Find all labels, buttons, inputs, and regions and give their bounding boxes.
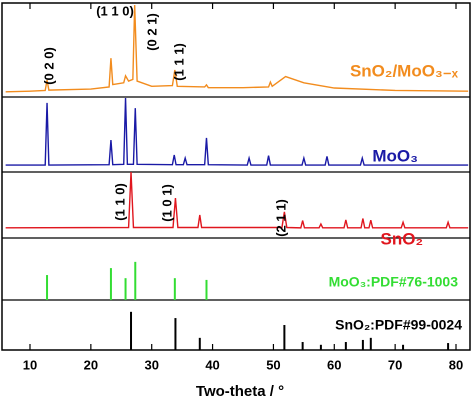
miller-index: (1 0 1) (159, 184, 174, 222)
series-label: MoO₃ (372, 146, 418, 165)
x-tick-label: 70 (388, 357, 402, 372)
x-tick-label: 60 (327, 357, 341, 372)
series-label: SnO₂/MoO₃₋ₓ (350, 61, 459, 80)
x-tick-label: 40 (205, 357, 219, 372)
miller-index: (0 2 1) (144, 13, 159, 51)
x-tick-label: 20 (84, 357, 98, 372)
miller-index: (0 2 0) (41, 47, 56, 85)
x-tick-label: 80 (449, 357, 463, 372)
xrd-pattern (5, 5, 469, 93)
x-axis-title: Two-theta / ° (196, 383, 284, 400)
plot-frame (1, 2, 471, 351)
reference-label: MoO₃:PDF#76-1003 (329, 274, 459, 290)
miller-index: (2 1 1) (273, 199, 288, 237)
miller-index: (1 1 1) (171, 43, 186, 81)
reference-label: SnO₂:PDF#99-0024 (335, 317, 462, 333)
x-tick-label: 30 (144, 357, 158, 372)
x-tick-label: 10 (23, 357, 37, 372)
miller-index: (1 1 0) (112, 183, 127, 221)
xrd-pattern (5, 98, 469, 166)
series-label: SnO₂ (381, 229, 424, 248)
xrd-pattern (5, 171, 469, 229)
miller-index: (1 1 0) (96, 3, 134, 18)
x-tick-label: 50 (266, 357, 280, 372)
